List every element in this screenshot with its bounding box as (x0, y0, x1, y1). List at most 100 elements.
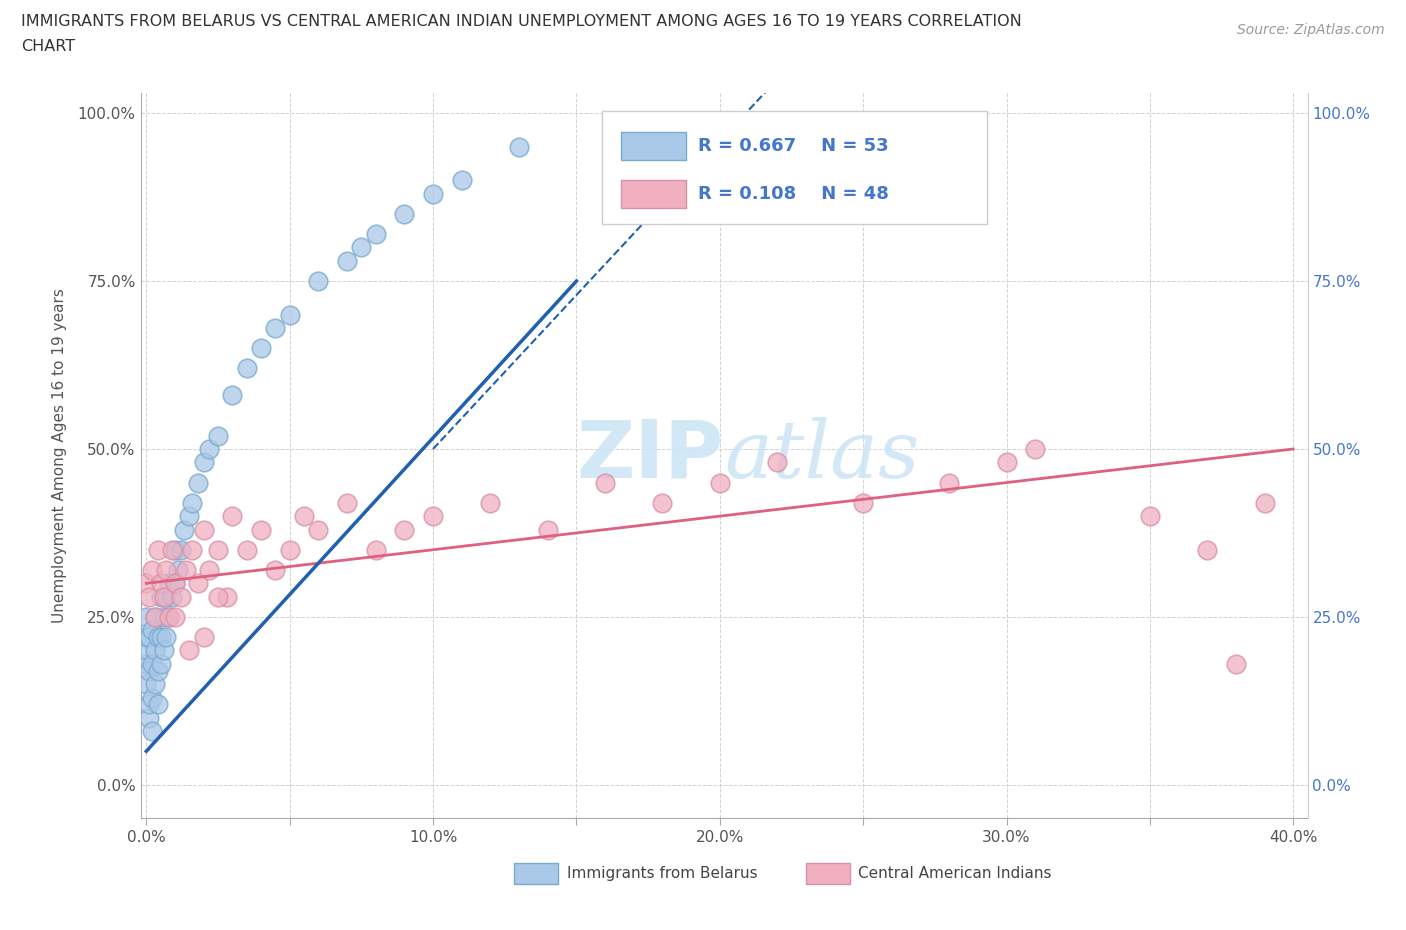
Point (149, 657, 172, 671)
Point (215, 590, 238, 604)
Point (155, 563, 177, 578)
Text: CHART: CHART (21, 39, 75, 54)
Point (179, 643, 201, 658)
Point (235, 361, 257, 376)
Point (149, 590, 172, 604)
Point (307, 273, 329, 288)
Point (364, 227, 387, 242)
Point (479, 496, 502, 511)
Point (278, 542, 301, 557)
Point (422, 509, 444, 524)
Text: IMMIGRANTS FROM BELARUS VS CENTRAL AMERICAN INDIAN UNEMPLOYMENT AMONG AGES 16 TO: IMMIGRANTS FROM BELARUS VS CENTRAL AMERI… (21, 14, 1022, 29)
Point (350, 240, 373, 255)
Point (221, 509, 243, 524)
Point (141, 563, 163, 578)
Text: Source: ZipAtlas.com: Source: ZipAtlas.com (1237, 23, 1385, 37)
Point (394, 206, 416, 221)
Point (141, 690, 163, 705)
Point (157, 609, 180, 624)
Point (537, 522, 560, 537)
Point (141, 724, 163, 738)
Point (593, 475, 616, 490)
Bar (806, 863, 851, 884)
Point (394, 522, 416, 537)
Point (766, 455, 789, 470)
Point (307, 522, 329, 537)
Point (709, 475, 731, 490)
Point (193, 455, 215, 470)
Point (143, 609, 166, 624)
Point (264, 563, 287, 578)
Point (938, 475, 960, 490)
Text: Immigrants from Belarus: Immigrants from Belarus (567, 866, 758, 881)
Point (146, 630, 169, 644)
Point (146, 663, 169, 678)
Point (141, 657, 163, 671)
Text: R = 0.667    N = 53: R = 0.667 N = 53 (699, 137, 889, 155)
Point (143, 643, 166, 658)
Point (146, 542, 169, 557)
Point (450, 173, 472, 188)
Point (336, 496, 359, 511)
Point (207, 428, 229, 443)
Point (135, 677, 157, 692)
Point (292, 509, 315, 524)
Text: Central American Indians: Central American Indians (858, 866, 1052, 881)
Text: R = 0.108    N = 48: R = 0.108 N = 48 (699, 185, 889, 203)
Point (181, 496, 204, 511)
Point (995, 455, 1018, 470)
Point (135, 643, 157, 658)
Point (135, 630, 157, 644)
Point (141, 623, 163, 638)
Point (1139, 509, 1161, 524)
Point (651, 496, 673, 511)
Point (155, 590, 177, 604)
Point (508, 140, 530, 154)
Point (160, 542, 183, 557)
Point (146, 697, 169, 711)
Point (207, 542, 229, 557)
Point (852, 496, 875, 511)
Point (135, 609, 157, 624)
Point (157, 576, 180, 591)
Point (1225, 657, 1247, 671)
Bar (515, 863, 558, 884)
Point (336, 254, 359, 269)
Point (138, 590, 160, 604)
Point (170, 542, 193, 557)
Point (181, 542, 204, 557)
Point (193, 630, 215, 644)
Point (135, 576, 157, 591)
Point (198, 442, 221, 457)
Point (278, 307, 301, 322)
Point (179, 509, 201, 524)
Point (149, 576, 172, 591)
Point (1024, 442, 1046, 457)
Point (250, 522, 273, 537)
Point (1253, 496, 1275, 511)
Point (1197, 542, 1219, 557)
Point (163, 609, 186, 624)
Point (135, 657, 157, 671)
Point (160, 590, 183, 604)
Point (163, 576, 186, 591)
Point (187, 576, 209, 591)
Point (170, 590, 193, 604)
Point (167, 563, 190, 578)
Point (163, 576, 186, 591)
Point (138, 663, 160, 678)
Point (155, 630, 177, 644)
Text: atlas: atlas (724, 417, 920, 495)
Point (157, 609, 180, 624)
Point (176, 563, 198, 578)
Point (152, 590, 174, 604)
Point (187, 475, 209, 490)
Y-axis label: Unemployment Among Ages 16 to 19 years: Unemployment Among Ages 16 to 19 years (52, 288, 66, 623)
Point (149, 630, 172, 644)
Point (143, 609, 166, 624)
Point (138, 697, 160, 711)
Bar (621, 180, 686, 207)
Point (193, 522, 215, 537)
Point (250, 340, 273, 355)
Point (422, 186, 444, 201)
